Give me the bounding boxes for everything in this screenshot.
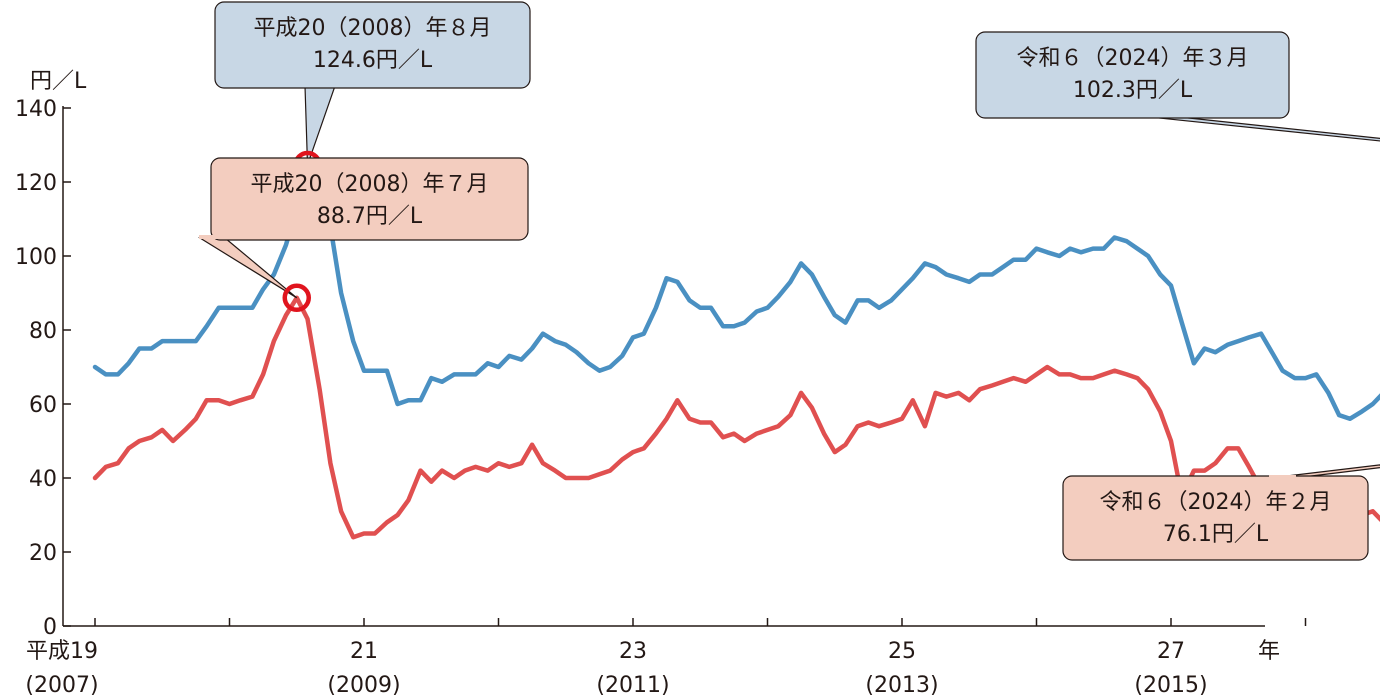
callout-box [210, 157, 529, 241]
callout-2: 令和６（2024）年３月 102.3円／L [975, 31, 1380, 142]
x-tick-label: 平成19 [26, 639, 98, 664]
callout-0: 平成20（2008）年８月 124.6円／L [214, 1, 531, 180]
y-tick-label: 60 [29, 393, 57, 418]
callout-pointer [197, 237, 298, 299]
callout-joint [304, 83, 336, 87]
x-tick-sublabel: (2013) [865, 673, 938, 698]
callout-value: 102.3円／L [1073, 78, 1193, 103]
callout-date: 令和６（2024）年３月 [1017, 46, 1249, 71]
callout-1: 平成20（2008）年７月 88.7円／L [197, 157, 529, 313]
callout-joint [1139, 113, 1171, 117]
y-tick-label: 120 [15, 171, 57, 196]
x-tick-sublabel: (2007) [25, 673, 98, 698]
callout-joint [199, 235, 226, 239]
y-tick-label: 80 [29, 319, 57, 344]
callout-date: 令和６（2024）年２月 [1100, 490, 1332, 515]
y-tick-label: 40 [29, 467, 57, 492]
y-tick-label: 0 [43, 615, 57, 640]
axes: 0 20 40 60 80 100 120 140 平成19 (2007) 21 (2009) 23 (2… [15, 97, 1307, 698]
x-tick-sublabel: (2009) [327, 673, 400, 698]
callout-box [1062, 475, 1369, 561]
y-tick-label: 20 [29, 541, 57, 566]
callout-pointer [1139, 115, 1380, 142]
callout-date: 平成20（2008）年７月 [251, 172, 489, 197]
x-tick-label: 23 [619, 639, 647, 664]
x-axis-label: 年 [1258, 639, 1280, 664]
y-tick-label: 100 [15, 245, 57, 270]
callout-box [975, 31, 1290, 119]
y-axis-label: 円／L [30, 69, 87, 94]
callouts: 平成20（2008）年８月 124.6円／L 平成20（2008）年７月 88.7円／… [197, 1, 1380, 561]
x-tick-label: 27 [1157, 639, 1185, 664]
series-line-0 [92, 162, 1380, 422]
x-tick-sublabel: (2015) [1134, 673, 1207, 698]
callout-value: 88.7円／L [317, 204, 423, 229]
callout-value: 124.6円／L [313, 48, 433, 73]
y-tick-label: 140 [15, 97, 57, 122]
highlight-ring [282, 283, 311, 313]
callout-3: 令和６（2024）年２月 76.1円／L [1062, 464, 1380, 561]
x-tick-label: 21 [350, 639, 378, 664]
callout-box [214, 1, 531, 89]
callout-value: 76.1円／L [1163, 522, 1269, 547]
x-tick-sublabel: (2011) [596, 673, 669, 698]
x-tick-label: 25 [888, 639, 916, 664]
callout-date: 平成20（2008）年８月 [254, 16, 492, 41]
callout-joint [1269, 475, 1296, 479]
